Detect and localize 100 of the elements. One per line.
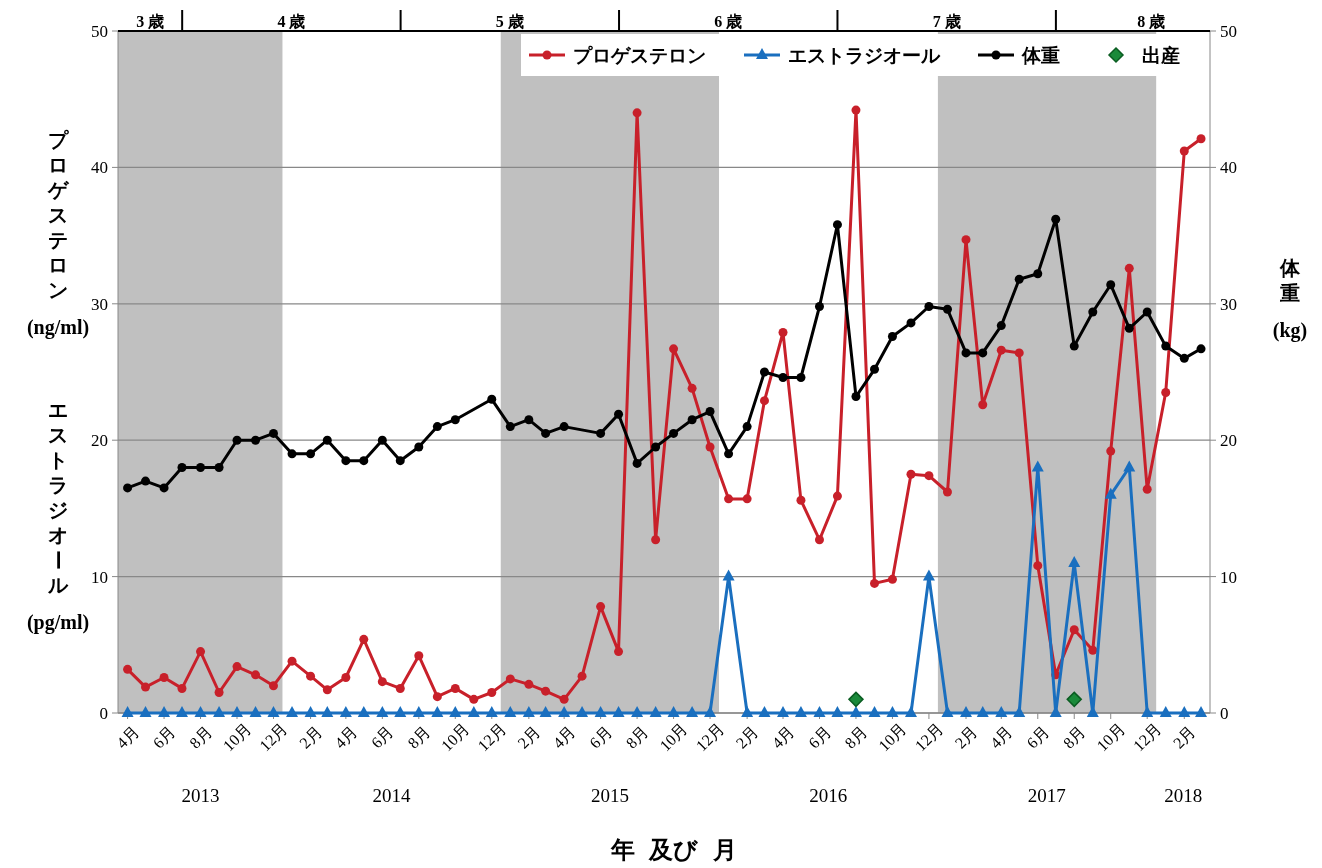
text: 8 歳 [1137, 13, 1166, 30]
point [631, 706, 644, 717]
point [667, 706, 680, 717]
y2-tick-label: 20 [1220, 431, 1237, 451]
point [522, 706, 535, 717]
y2-tick-label: 40 [1220, 158, 1237, 178]
point [1033, 269, 1043, 279]
point [868, 706, 881, 717]
x-axis-title: 年 及び 月 [610, 836, 737, 864]
point [687, 383, 697, 393]
point [906, 469, 916, 479]
point [1141, 706, 1154, 717]
point [232, 435, 242, 445]
point [159, 483, 169, 493]
text: 2014 [372, 785, 411, 806]
x-tick-label: 2月 [1169, 722, 1199, 752]
point [339, 706, 352, 717]
point [139, 706, 152, 717]
point [1123, 460, 1136, 472]
y2-tick-label: 30 [1220, 294, 1237, 314]
x-tick-label: 4月 [549, 722, 579, 752]
point [1031, 460, 1044, 472]
point [214, 462, 224, 472]
point [924, 471, 934, 481]
point [1066, 691, 1082, 708]
point [961, 235, 971, 245]
text: 2016 [809, 785, 848, 806]
point [941, 706, 954, 717]
point [213, 706, 226, 717]
text: 7 歳 [932, 13, 961, 30]
y2-tick-label: 0 [1220, 704, 1229, 723]
point [286, 706, 299, 717]
point [922, 569, 935, 581]
point [357, 706, 370, 717]
x-tick-label: 6月 [804, 722, 834, 752]
point [705, 442, 715, 452]
point [249, 706, 262, 717]
y-tick-label: 20 [91, 431, 108, 451]
point [778, 327, 788, 337]
text: 6 歳 [714, 13, 743, 30]
point [524, 415, 534, 425]
point [467, 706, 480, 717]
point [432, 692, 442, 702]
legend-label: 出産 [1142, 44, 1180, 66]
point [1179, 146, 1189, 156]
point [870, 364, 880, 374]
point [705, 407, 715, 417]
point [742, 494, 752, 504]
point [1124, 323, 1134, 333]
point [141, 682, 151, 692]
point [1159, 706, 1172, 717]
x-tick-label: 8月 [841, 722, 871, 752]
point [232, 662, 242, 672]
point [1088, 307, 1098, 317]
x-tick-label: 2月 [732, 722, 762, 752]
text: 3 歳 [136, 13, 165, 30]
point [141, 476, 151, 486]
point [450, 683, 460, 693]
point [559, 694, 569, 704]
point [1068, 555, 1081, 567]
point [395, 683, 405, 693]
point [359, 634, 369, 644]
x-tick-label: 2月 [296, 722, 326, 752]
point [432, 422, 442, 432]
x-tick-label: 6月 [586, 722, 616, 752]
point [541, 428, 551, 438]
point [848, 691, 864, 708]
x-tick-label: 4月 [768, 722, 798, 752]
point [687, 415, 697, 425]
point [121, 706, 134, 717]
y-tick-label: 50 [91, 22, 108, 41]
point [123, 483, 133, 493]
point [978, 400, 988, 410]
x-tick-label: 8月 [186, 722, 216, 752]
point [450, 415, 460, 425]
point [359, 456, 369, 466]
point [924, 302, 934, 312]
text: 2018 [1164, 785, 1203, 806]
point [794, 706, 807, 717]
point [594, 706, 607, 717]
point [394, 706, 407, 717]
point [341, 456, 351, 466]
point [978, 348, 988, 358]
point [1196, 134, 1206, 144]
point [485, 706, 498, 717]
y2-axis-title: 体重(kg) [1272, 256, 1308, 342]
x-tick-label: 12月 [1129, 719, 1165, 755]
point [831, 706, 844, 717]
x-tick-label: 4月 [113, 722, 143, 752]
x-tick-label: 10月 [875, 719, 910, 755]
point [1104, 487, 1117, 499]
point [304, 706, 317, 717]
point [1088, 645, 1098, 655]
point [851, 392, 861, 402]
x-tick-label: 10月 [219, 719, 255, 755]
point [741, 706, 754, 717]
point [669, 344, 679, 354]
y-tick-label: 10 [91, 567, 108, 587]
point [704, 706, 717, 717]
point [1106, 280, 1116, 290]
